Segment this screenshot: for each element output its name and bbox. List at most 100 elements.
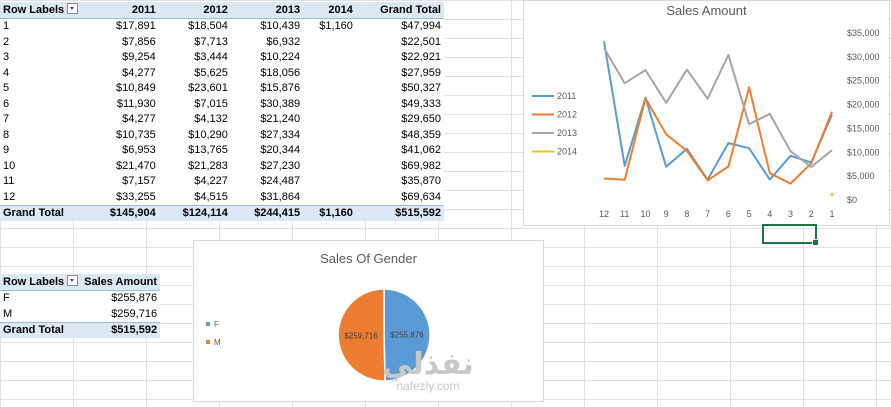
pivot-cell[interactable]: $15,876 bbox=[231, 81, 303, 97]
pivot-cell[interactable]: 12 bbox=[0, 189, 81, 205]
pivot-cell[interactable]: $6,932 bbox=[231, 34, 303, 50]
pivot-cell[interactable] bbox=[303, 81, 356, 97]
pivot-cell[interactable]: $21,240 bbox=[231, 112, 303, 128]
pivot-cell[interactable]: $5,625 bbox=[159, 65, 231, 81]
pivot-cell[interactable]: $22,501 bbox=[356, 34, 444, 50]
pivot-cell[interactable]: Grand Total bbox=[0, 204, 82, 221]
pivot-cell[interactable]: $10,224 bbox=[231, 50, 303, 66]
pivot-cell[interactable]: 5 bbox=[0, 81, 81, 97]
pivot-cell[interactable]: $515,592 bbox=[355, 204, 444, 221]
pivot-cell[interactable]: $21,283 bbox=[159, 158, 231, 174]
pivot-cell[interactable] bbox=[303, 158, 356, 174]
pivot-cell[interactable]: M bbox=[0, 306, 81, 322]
pivot-cell[interactable]: $10,439 bbox=[231, 18, 303, 34]
pivot-cell[interactable]: $31,864 bbox=[231, 189, 303, 205]
pivot-cell[interactable]: $21,470 bbox=[81, 158, 159, 174]
pivot-cell[interactable]: $1,160 bbox=[303, 204, 356, 221]
line-chart-sales-amount[interactable]: Sales Amount $0 $5,000 $10,000 $15,000 $20,0… bbox=[523, 0, 890, 226]
pivot-cell[interactable]: $4,515 bbox=[159, 189, 231, 205]
pivot-cell[interactable] bbox=[303, 112, 356, 128]
pivot-cell[interactable]: $4,227 bbox=[159, 174, 231, 190]
pivot-cell[interactable]: 10 bbox=[0, 158, 81, 174]
pivot-cell[interactable]: 7 bbox=[0, 112, 81, 128]
x-tick-label: 6 bbox=[726, 209, 731, 219]
pivot-cell[interactable]: $49,333 bbox=[356, 96, 444, 112]
pivot-cell[interactable]: $4,132 bbox=[159, 112, 231, 128]
pivot-cell[interactable]: $50,327 bbox=[356, 81, 444, 97]
pivot-cell[interactable]: 2011 bbox=[81, 2, 159, 19]
pivot-cell[interactable]: $7,157 bbox=[81, 174, 159, 190]
pivot-cell[interactable]: F bbox=[0, 290, 81, 306]
pivot-cell[interactable]: Row Labels bbox=[0, 274, 82, 291]
pivot-cell[interactable]: $244,415 bbox=[230, 204, 304, 221]
pivot-cell[interactable]: $255,876 bbox=[81, 290, 160, 306]
pivot-cell[interactable]: $69,634 bbox=[356, 189, 444, 205]
pivot-cell[interactable]: 1 bbox=[0, 18, 81, 34]
pivot-cell[interactable]: $10,290 bbox=[159, 127, 231, 143]
pivot-cell[interactable] bbox=[303, 127, 356, 143]
filter-dropdown-icon[interactable] bbox=[67, 3, 79, 15]
pivot-cell[interactable]: $3,444 bbox=[159, 50, 231, 66]
pivot-cell[interactable]: 11 bbox=[0, 174, 81, 190]
pivot-cell[interactable]: $10,849 bbox=[81, 81, 159, 97]
pivot-cell[interactable]: $69,982 bbox=[356, 158, 444, 174]
pivot-cell[interactable]: $30,389 bbox=[231, 96, 303, 112]
pivot-cell[interactable]: Sales Amount bbox=[81, 274, 161, 291]
pivot-cell[interactable]: $7,015 bbox=[159, 96, 231, 112]
pivot-cell[interactable]: $10,735 bbox=[81, 127, 159, 143]
pivot-cell[interactable]: $515,592 bbox=[81, 321, 161, 338]
pivot-cell[interactable]: $1,160 bbox=[303, 18, 356, 34]
pivot-cell[interactable] bbox=[303, 174, 356, 190]
pivot-cell[interactable]: $7,856 bbox=[81, 34, 159, 50]
pivot-cell[interactable] bbox=[303, 50, 356, 66]
pivot-cell[interactable]: $6,953 bbox=[81, 143, 159, 159]
pivot-cell[interactable]: $29,650 bbox=[356, 112, 444, 128]
pivot-cell[interactable]: $41,062 bbox=[356, 143, 444, 159]
pie-chart-sales-of-gender[interactable]: Sales Of Gender $255,876 F $259,716 M bbox=[193, 240, 544, 402]
pivot-cell[interactable] bbox=[303, 189, 356, 205]
pivot-cell[interactable]: 2 bbox=[0, 34, 81, 50]
pivot-cell[interactable]: $4,277 bbox=[81, 65, 159, 81]
pivot-cell[interactable]: 6 bbox=[0, 96, 81, 112]
pivot-cell[interactable]: $18,504 bbox=[159, 18, 231, 34]
pivot-cell-text: $9,254 bbox=[122, 51, 156, 64]
pivot-cell[interactable]: 2012 bbox=[158, 2, 231, 19]
pivot-cell[interactable]: Grand Total bbox=[355, 2, 444, 19]
filter-dropdown-icon[interactable] bbox=[67, 275, 79, 287]
selected-cell[interactable] bbox=[762, 224, 819, 246]
pivot-cell[interactable]: $17,891 bbox=[81, 18, 159, 34]
pivot-cell[interactable]: 8 bbox=[0, 127, 81, 143]
pivot-cell[interactable]: 2014 bbox=[303, 2, 356, 19]
pivot-cell-text: $21,283 bbox=[188, 159, 228, 172]
pivot-cell[interactable]: $259,716 bbox=[81, 306, 160, 322]
pivot-cell[interactable]: $7,713 bbox=[159, 34, 231, 50]
pivot-cell[interactable] bbox=[303, 143, 356, 159]
pivot-cell[interactable]: $27,230 bbox=[231, 158, 303, 174]
pivot-cell[interactable]: 3 bbox=[0, 50, 81, 66]
pivot-cell[interactable]: Grand Total bbox=[0, 321, 82, 338]
pivot-cell[interactable]: $22,921 bbox=[356, 50, 444, 66]
pivot-cell[interactable]: $145,904 bbox=[81, 204, 159, 221]
pivot-cell[interactable] bbox=[303, 65, 356, 81]
pivot-cell[interactable]: $18,056 bbox=[231, 65, 303, 81]
pivot-cell[interactable]: $27,334 bbox=[231, 127, 303, 143]
pivot-cell[interactable]: $33,255 bbox=[81, 189, 159, 205]
pivot-cell[interactable]: $20,344 bbox=[231, 143, 303, 159]
pivot-cell[interactable]: $11,930 bbox=[81, 96, 159, 112]
pivot-cell[interactable]: $48,359 bbox=[356, 127, 444, 143]
pivot-cell[interactable]: $23,601 bbox=[159, 81, 231, 97]
pivot-cell[interactable]: 2013 bbox=[230, 2, 304, 19]
pivot-cell[interactable] bbox=[303, 34, 356, 50]
pivot-cell[interactable]: $124,114 bbox=[158, 204, 231, 221]
pivot-cell[interactable]: $9,254 bbox=[81, 50, 159, 66]
pivot-cell[interactable]: Row Labels bbox=[0, 2, 82, 19]
pivot-cell[interactable]: $4,277 bbox=[81, 112, 159, 128]
pivot-cell[interactable]: $47,994 bbox=[356, 18, 444, 34]
pivot-cell[interactable]: 4 bbox=[0, 65, 81, 81]
pivot-cell[interactable]: $24,487 bbox=[231, 174, 303, 190]
pivot-cell[interactable]: 9 bbox=[0, 143, 81, 159]
pivot-cell[interactable] bbox=[303, 96, 356, 112]
pivot-cell[interactable]: $13,765 bbox=[159, 143, 231, 159]
pivot-cell[interactable]: $35,870 bbox=[356, 174, 444, 190]
pivot-cell[interactable]: $27,959 bbox=[356, 65, 444, 81]
